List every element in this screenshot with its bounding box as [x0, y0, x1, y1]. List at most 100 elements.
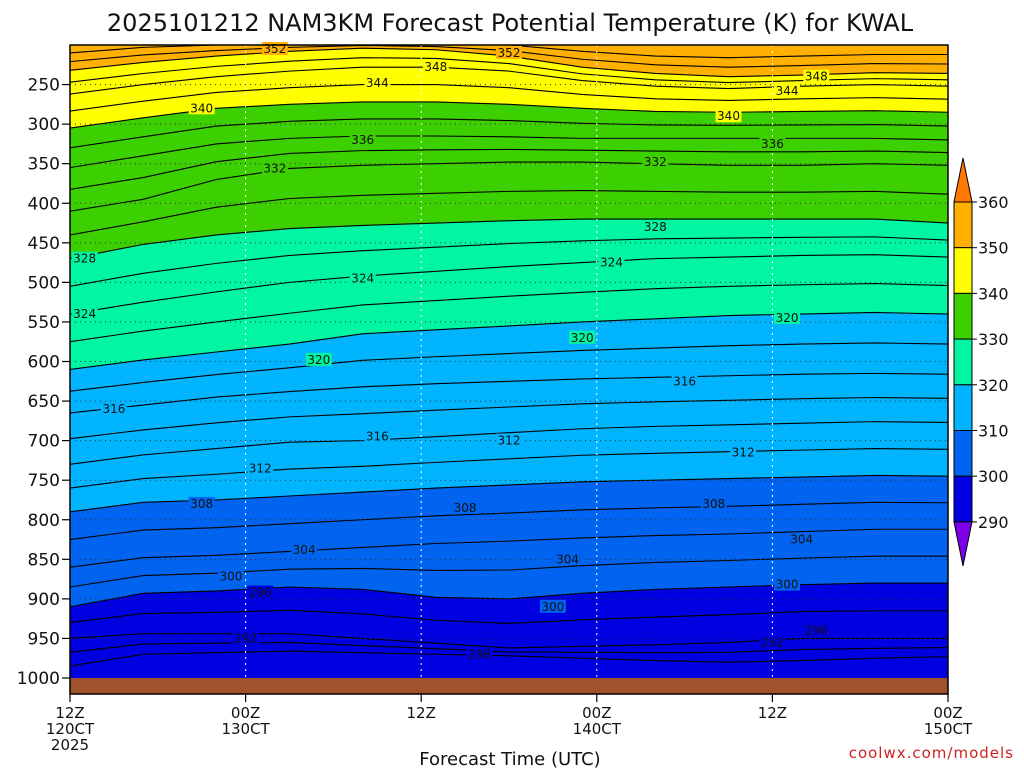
colorbar-label: 350 — [978, 239, 1009, 258]
contour-label-bg — [452, 500, 479, 514]
contour-label: 328 — [73, 252, 96, 266]
isentrope-318 — [70, 342, 948, 392]
contour-label-bg — [232, 631, 259, 645]
contour-label-bg — [598, 255, 625, 269]
contour-label: 300 — [541, 600, 564, 614]
contour-label: 296 — [468, 647, 491, 661]
band-above-352 — [70, 45, 948, 58]
y-tick-label: 250 — [28, 76, 60, 96]
contour-label: 312 — [249, 461, 272, 475]
contour-label-bg — [217, 569, 244, 583]
colorbar-label: 290 — [978, 513, 1009, 532]
isentrope-322 — [70, 283, 948, 343]
y-tick-label: 500 — [28, 273, 60, 293]
contour-label-bg — [291, 542, 318, 556]
isentrope-320 — [70, 311, 948, 370]
x-tick-label: 120CT — [46, 720, 95, 738]
colorbar-segment — [953, 247, 973, 294]
contour-label: 336 — [761, 137, 784, 151]
y-tick-label: 900 — [28, 590, 60, 610]
contour-label-bg — [349, 271, 376, 285]
y-tick-label: 600 — [28, 353, 60, 373]
isentrope-298 — [70, 609, 948, 624]
isentrope-324 — [70, 254, 948, 315]
colorbar-segment — [953, 430, 973, 477]
contour-label-bg — [349, 132, 376, 146]
contour-label: 340 — [190, 101, 213, 115]
y-tick-label: 850 — [28, 550, 60, 570]
contour-label: 296 — [805, 624, 828, 638]
x-tick-label: 140CT — [573, 720, 622, 738]
x-tick-label: 12Z — [758, 704, 787, 722]
isentrope-lines — [70, 45, 948, 667]
isentrope-292 — [70, 650, 948, 667]
colorbar-legend: 360 350 340 330 320 310 300 290 — [953, 157, 1009, 567]
contour-label-bg — [364, 429, 391, 443]
y-tick-label: 550 — [28, 313, 60, 333]
contour-label-bg — [759, 136, 786, 150]
x-axis-label: Forecast Time (UTC) — [419, 749, 600, 768]
colorbar-label: 340 — [978, 284, 1009, 303]
plot-area: 352 352 348 348 344 344 340 340 336 336 332 332 328 3… — [69, 41, 949, 695]
contour-label-bg — [364, 75, 391, 89]
contour-label-bg — [188, 496, 215, 510]
contour-label-bg — [71, 307, 98, 321]
contour-label-bg — [569, 330, 596, 344]
contour-label-bg — [496, 45, 522, 59]
isentrope-310 — [70, 447, 948, 489]
colorbar-segment — [953, 201, 973, 249]
colorbar-label: 360 — [978, 193, 1009, 212]
isentrope-346 — [70, 57, 948, 84]
contour-label: 328 — [644, 220, 667, 234]
contour-label-bg — [496, 433, 522, 447]
ground-strip — [70, 678, 948, 694]
chart-title: 2025101212 NAM3KM Forecast Potential Tem… — [107, 9, 914, 37]
contour-label: 344 — [776, 84, 799, 98]
contour-label-bg — [730, 445, 757, 459]
contour-label: 316 — [102, 402, 125, 416]
isentrope-336 — [70, 135, 948, 169]
isentrope-312 — [70, 421, 948, 465]
contour-label: 320 — [307, 353, 330, 367]
contour-label-bg — [71, 251, 98, 265]
contour-label-bg — [554, 552, 581, 566]
contour-label-bg — [774, 577, 801, 591]
contour-label: 332 — [263, 161, 286, 175]
contour-label: 324 — [351, 271, 374, 285]
y-tick-label: 700 — [28, 432, 60, 452]
y-tick-label: 400 — [28, 194, 60, 214]
contour-label: 308 — [702, 497, 725, 511]
y-tick-label: 800 — [28, 511, 60, 531]
contour-label: 292 — [234, 631, 257, 645]
contour-label: 316 — [673, 374, 696, 388]
x-tick-label: 150CT — [924, 720, 973, 738]
isentrope-344 — [70, 66, 948, 95]
x-tick-label: 12Z — [407, 704, 436, 722]
contour-label-bg — [803, 69, 830, 83]
contour-label: 332 — [644, 155, 667, 169]
colorbar-label: 320 — [978, 376, 1009, 395]
y-axis-pressure: 250 300 350 400 450 500 550 600 650 700 750 800 850 9… — [17, 76, 70, 689]
contour-label-bg — [247, 461, 274, 475]
contour-label: 308 — [190, 497, 213, 511]
isentrope-306 — [70, 501, 948, 541]
contour-label: 304 — [293, 543, 316, 557]
y-tick-label: 950 — [28, 629, 60, 649]
contour-label-bg — [642, 155, 669, 169]
y-tick-label: 450 — [28, 234, 60, 254]
contour-label: 336 — [351, 133, 374, 147]
contour-label-bg — [788, 532, 815, 546]
contour-label: 348 — [805, 70, 828, 84]
isentrope-352 — [70, 45, 948, 59]
contour-label: 344 — [366, 76, 389, 90]
contour-label: 348 — [424, 60, 447, 74]
contour-label-bg — [671, 374, 698, 388]
contour-label-bg — [700, 496, 727, 510]
contour-label-bg — [261, 161, 288, 175]
x-tick-label: 00Z — [582, 704, 611, 722]
isentrope-342 — [70, 84, 948, 112]
contour-label: 320 — [776, 311, 799, 325]
contour-label-bg — [642, 219, 669, 233]
